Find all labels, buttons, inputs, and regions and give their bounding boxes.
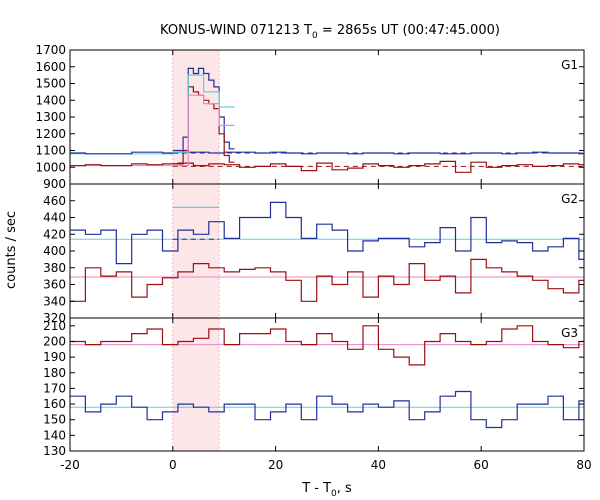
light-curve-series [70, 201, 584, 265]
light-curve-series [70, 390, 584, 429]
y-tick-label: 140 [43, 428, 66, 442]
y-tick-label: 1500 [35, 77, 66, 91]
y-tick-label: 1200 [35, 127, 66, 141]
panel-label: G1 [561, 58, 578, 72]
panel-label: G3 [561, 326, 578, 340]
y-tick-label: 420 [43, 227, 66, 241]
x-tick-label: 80 [576, 458, 591, 472]
y-tick-label: 340 [43, 294, 66, 308]
y-tick-label: 1400 [35, 93, 66, 107]
y-tick-label: 1600 [35, 60, 66, 74]
panel-label: G2 [561, 192, 578, 206]
y-tick-label: 1700 [35, 43, 66, 57]
x-tick-label: 40 [371, 458, 386, 472]
panel-g3 [70, 325, 584, 429]
y-tick-label: 190 [43, 350, 66, 364]
burst-series [172, 94, 235, 167]
light-curve-series [70, 258, 584, 302]
light-curve-series [70, 160, 584, 173]
y-tick-label: 160 [43, 397, 66, 411]
y-tick-label: 380 [43, 261, 66, 275]
x-tick-label: 20 [268, 458, 283, 472]
panel-frame [69, 317, 585, 452]
y-tick-label: 360 [43, 278, 66, 292]
x-tick-label: 60 [474, 458, 489, 472]
x-tick-label: -20 [60, 458, 80, 472]
panel-g2 [70, 201, 584, 302]
y-tick-label: 200 [43, 334, 66, 348]
y-tick-label: 400 [43, 244, 66, 258]
x-tick-label: 0 [169, 458, 177, 472]
y-tick-label: 210 [43, 319, 66, 333]
y-tick-label: 130 [43, 444, 66, 458]
x-axis-title: T - T0, s [301, 481, 352, 499]
y-tick-label: 900 [43, 177, 66, 191]
y-axis-title: counts / sec [4, 211, 19, 289]
y-tick-label: 180 [43, 366, 66, 380]
y-tick-label: 1300 [35, 110, 66, 124]
panel-frame [69, 183, 585, 319]
y-tick-label: 1000 [35, 160, 66, 174]
panel-g1 [70, 67, 584, 173]
y-tick-label: 440 [43, 211, 66, 225]
y-tick-label: 170 [43, 381, 66, 395]
chart-title: KONUS-WIND 071213 T0 = 2865s UT (00:47:4… [160, 23, 500, 41]
y-tick-label: 460 [43, 194, 66, 208]
y-tick-label: 1100 [35, 144, 66, 158]
y-tick-label: 320 [43, 311, 66, 325]
light-curve-series [70, 325, 584, 366]
y-tick-label: 150 [43, 413, 66, 427]
burst-highlight-band [172, 50, 220, 451]
light-curve-series [70, 151, 584, 155]
